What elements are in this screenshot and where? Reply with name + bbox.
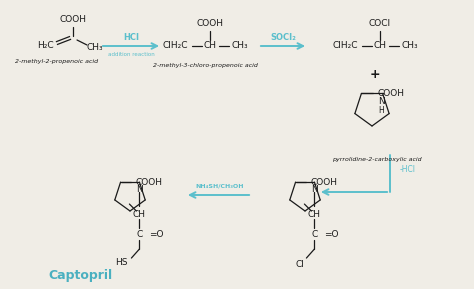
Text: =O: =O <box>149 229 164 238</box>
Text: ClH₂C: ClH₂C <box>162 42 188 51</box>
Text: CH: CH <box>374 42 386 51</box>
Text: COOH: COOH <box>60 16 86 25</box>
Text: addition reaction: addition reaction <box>108 51 155 57</box>
Text: pyrrolidine-2-carboxylic acid: pyrrolidine-2-carboxylic acid <box>332 158 422 162</box>
Text: HS: HS <box>115 257 128 266</box>
Text: N: N <box>311 185 318 194</box>
Text: COOH: COOH <box>197 19 224 29</box>
Text: Captopril: Captopril <box>48 268 112 281</box>
Text: CH: CH <box>133 210 146 218</box>
Text: N: N <box>378 97 385 106</box>
Text: CH₃: CH₃ <box>401 42 419 51</box>
Text: HCl: HCl <box>123 34 139 42</box>
Text: N: N <box>136 185 143 194</box>
Text: ClH₂C: ClH₂C <box>332 42 358 51</box>
Text: COOH: COOH <box>135 177 162 187</box>
Text: CH: CH <box>308 210 321 218</box>
Text: =O: =O <box>324 229 339 238</box>
Text: C: C <box>311 229 318 238</box>
Text: -HCl: -HCl <box>400 166 416 175</box>
Text: SOCl₂: SOCl₂ <box>270 32 296 42</box>
Text: COCl: COCl <box>369 19 391 29</box>
Text: H: H <box>379 106 384 115</box>
Text: CH: CH <box>203 42 217 51</box>
Text: COOH: COOH <box>310 177 337 187</box>
Text: COOH: COOH <box>378 89 405 98</box>
Text: 2-methyl-2-propenoic acid: 2-methyl-2-propenoic acid <box>16 60 99 64</box>
Text: +: + <box>370 68 380 81</box>
Text: C: C <box>137 229 143 238</box>
Text: CH₃: CH₃ <box>232 42 248 51</box>
Text: CH₃: CH₃ <box>87 42 103 51</box>
Text: 2-methyl-3-chloro-propenoic acid: 2-methyl-3-chloro-propenoic acid <box>153 64 257 68</box>
Text: NH₄SH/CH₃OH: NH₄SH/CH₃OH <box>196 184 244 188</box>
Text: Cl: Cl <box>296 260 305 268</box>
Text: H₂C: H₂C <box>36 40 53 49</box>
